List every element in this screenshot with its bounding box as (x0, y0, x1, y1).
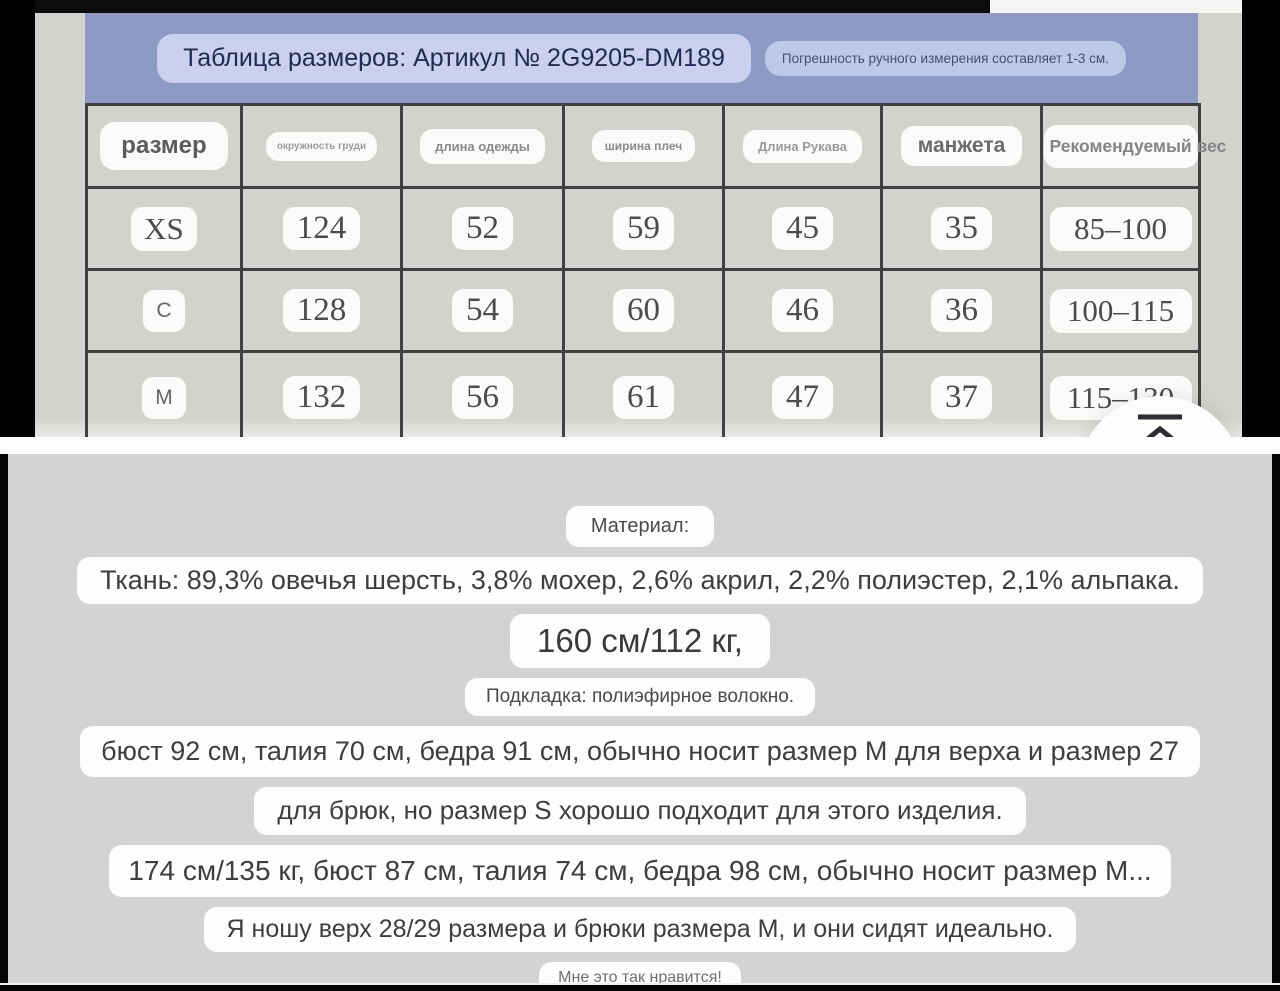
model2-measurements: 174 см/135 кг, бюст 87 см, талия 74 см, … (109, 844, 1171, 897)
size-label: C (143, 289, 185, 332)
shoulder-value: 59 (613, 207, 674, 250)
fit-note-line2: для брюк, но размер S хорошо подходит дл… (254, 786, 1026, 835)
size-label: M (142, 376, 186, 419)
description-lines: Материал: Ткань: 89,3% овечья шерсть, 3,… (8, 454, 1272, 991)
col-header-cuff: манжета (900, 126, 1023, 166)
model1-height-weight: 160 см/112 кг, (510, 614, 770, 668)
size-chart-title: Таблица размеров: Артикул № 2G9205-DM189 (157, 33, 751, 83)
chest-value: 124 (282, 207, 361, 250)
col-header-garment-length: длина одежды (420, 128, 545, 164)
right-edge-bar (1272, 454, 1280, 983)
photo-top-white-strip (990, 0, 1242, 13)
col-header-recommended-weight: Рекомендуемый вес (1043, 124, 1226, 168)
size-row-xs: XS 124 52 59 45 35 85–100 (85, 186, 1201, 271)
sleeve-value: 45 (772, 207, 833, 250)
cuff-value: 37 (931, 376, 992, 419)
bottom-edge-bar (0, 983, 1280, 991)
section-divider (0, 437, 1280, 454)
fit-note-line1: бюст 92 см, талия 70 см, бедра 91 см, об… (80, 725, 1200, 777)
weight-range-value: 85–100 (1049, 206, 1192, 251)
size-row-m: M 132 56 61 47 37 115–130 (85, 350, 1201, 437)
size-table-header-row: размер окружность груди длина одежды шир… (85, 103, 1226, 189)
length-value: 56 (452, 376, 513, 419)
fabric-composition: Ткань: 89,3% овечья шерсть, 3,8% мохер, … (77, 557, 1203, 605)
material-label: Материал: (565, 506, 715, 547)
reviewer-fit-comment: Я ношу верх 28/29 размера и брюки размер… (203, 906, 1077, 952)
size-row-s: C 128 54 60 46 36 100–115 (85, 268, 1201, 353)
size-chart-header-band: Таблица размеров: Артикул № 2G9205-DM189… (85, 13, 1198, 103)
lining-info: Подкладка: полиэфирное волокно. (464, 677, 816, 716)
chest-value: 132 (282, 376, 361, 419)
shoulder-value: 61 (613, 376, 674, 419)
length-value: 52 (452, 207, 513, 250)
size-chart-section: Таблица размеров: Артикул № 2G9205-DM189… (0, 0, 1280, 437)
sleeve-value: 47 (772, 376, 833, 419)
col-header-sleeve-length: Длина Рукава (743, 129, 862, 163)
size-table: размер окружность груди длина одежды шир… (85, 103, 1226, 437)
weight-range-value: 100–115 (1049, 288, 1192, 333)
measurement-tolerance-note: Погрешность ручного измерения составляет… (764, 40, 1126, 76)
chest-value: 128 (282, 289, 361, 332)
description-section: Материал: Ткань: 89,3% овечья шерсть, 3,… (0, 454, 1280, 991)
photo-top-dark-strip (35, 0, 990, 13)
chevron-up-icon (1138, 414, 1182, 437)
left-edge-bar (0, 454, 8, 983)
cuff-value: 35 (931, 207, 992, 250)
cuff-value: 36 (931, 289, 992, 332)
col-header-chest-circumference: окружность груди (265, 131, 378, 161)
length-value: 54 (452, 289, 513, 332)
shoulder-value: 60 (613, 289, 674, 332)
sleeve-value: 46 (772, 289, 833, 332)
size-chart-photo: Таблица размеров: Артикул № 2G9205-DM189… (35, 0, 1242, 437)
col-header-size: размер (100, 122, 228, 170)
col-header-shoulder-width: ширина плеч (591, 130, 696, 162)
size-label: XS (131, 206, 197, 251)
bottom-white-line (0, 983, 1280, 985)
